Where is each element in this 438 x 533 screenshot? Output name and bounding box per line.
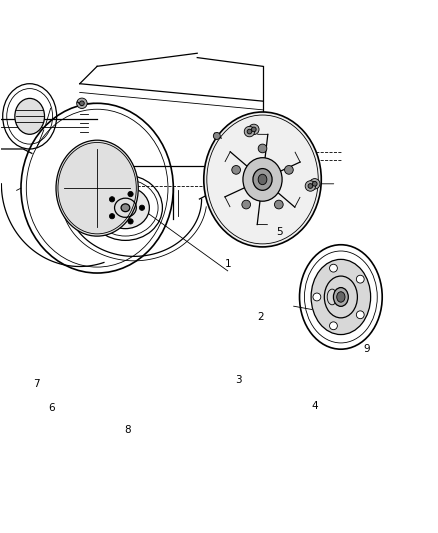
Text: 3: 3 <box>235 375 242 385</box>
Circle shape <box>110 214 115 219</box>
Circle shape <box>128 219 133 224</box>
Circle shape <box>139 205 145 211</box>
Ellipse shape <box>204 112 321 247</box>
Text: 1: 1 <box>224 260 231 269</box>
Circle shape <box>357 311 364 319</box>
Circle shape <box>329 264 337 272</box>
Ellipse shape <box>258 174 267 184</box>
Circle shape <box>249 124 259 135</box>
Circle shape <box>213 133 220 140</box>
Ellipse shape <box>311 260 371 335</box>
Ellipse shape <box>333 288 348 306</box>
Circle shape <box>308 184 313 188</box>
Circle shape <box>77 98 87 109</box>
Circle shape <box>310 179 320 189</box>
Circle shape <box>128 191 133 197</box>
Circle shape <box>258 144 267 153</box>
Ellipse shape <box>121 204 130 212</box>
Circle shape <box>110 197 115 202</box>
Circle shape <box>251 127 256 132</box>
Circle shape <box>305 181 316 191</box>
Ellipse shape <box>337 292 345 302</box>
Circle shape <box>232 166 240 174</box>
Text: 8: 8 <box>124 425 131 435</box>
Circle shape <box>275 200 283 209</box>
Circle shape <box>247 129 252 134</box>
Circle shape <box>242 200 251 209</box>
Text: 6: 6 <box>48 403 55 413</box>
Ellipse shape <box>102 187 149 229</box>
Text: 9: 9 <box>364 344 370 354</box>
Text: 2: 2 <box>257 312 264 321</box>
Text: 7: 7 <box>33 379 39 389</box>
Circle shape <box>285 166 293 174</box>
Text: 4: 4 <box>311 401 318 411</box>
Circle shape <box>329 322 337 330</box>
Text: 5: 5 <box>277 227 283 237</box>
Circle shape <box>357 275 364 283</box>
Circle shape <box>312 181 317 186</box>
Ellipse shape <box>243 158 282 201</box>
Circle shape <box>80 101 84 106</box>
Ellipse shape <box>15 99 45 134</box>
Circle shape <box>244 126 254 137</box>
Circle shape <box>313 293 321 301</box>
Ellipse shape <box>253 168 272 190</box>
Ellipse shape <box>56 140 138 236</box>
